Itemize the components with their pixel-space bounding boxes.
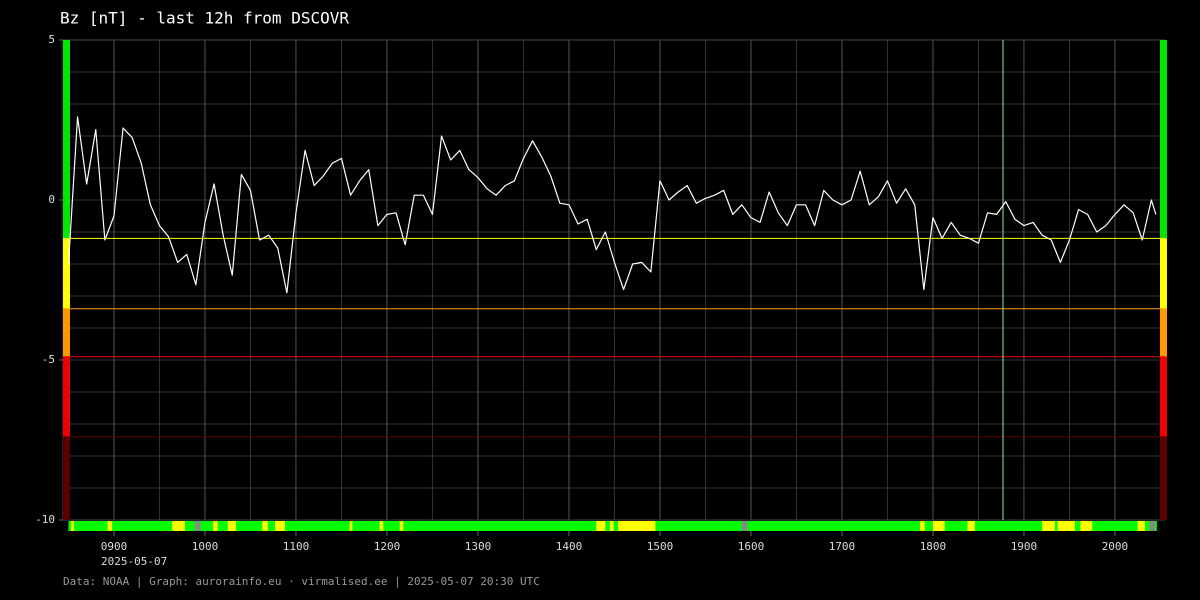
status-segment <box>275 521 286 531</box>
side-band <box>1160 436 1167 520</box>
x-tick-label: 0900 <box>101 540 128 553</box>
status-segment <box>1080 521 1093 531</box>
status-segment <box>213 521 218 531</box>
side-band <box>1160 40 1167 239</box>
x-tick-label: 2000 <box>1102 540 1129 553</box>
status-segment <box>71 521 74 531</box>
status-segment <box>1057 521 1075 531</box>
side-band <box>63 308 70 357</box>
x-tick-label: 1700 <box>829 540 856 553</box>
status-segment <box>379 521 384 531</box>
x-tick-label: 1600 <box>738 540 765 553</box>
status-segment <box>1149 521 1155 531</box>
side-band <box>63 356 70 437</box>
status-segment <box>399 521 404 531</box>
status-segment <box>1137 521 1145 531</box>
x-tick-label: 1800 <box>920 540 947 553</box>
x-tick-label: 1000 <box>192 540 219 553</box>
footer: Data: NOAA | Graph: aurorainfo.eu · virm… <box>63 575 540 588</box>
x-tick-label: 1500 <box>647 540 674 553</box>
status-segment <box>194 521 201 531</box>
side-band <box>1160 356 1167 437</box>
status-segment <box>967 521 975 531</box>
status-segment <box>227 521 236 531</box>
x-tick-label: 1900 <box>1011 540 1038 553</box>
status-segment <box>596 521 606 531</box>
y-tick-label: -5 <box>42 353 55 366</box>
status-segment <box>349 521 353 531</box>
status-segment <box>618 521 656 531</box>
side-band <box>63 238 70 309</box>
side-band <box>1160 308 1167 357</box>
status-segment <box>609 521 614 531</box>
x-tick-label: 1300 <box>465 540 492 553</box>
status-segment <box>172 521 185 531</box>
status-segment <box>741 521 748 531</box>
status-segment <box>920 521 925 531</box>
x-tick-label: 1200 <box>374 540 401 553</box>
status-segment <box>932 521 945 531</box>
status-segment <box>262 521 268 531</box>
y-tick-label: 5 <box>48 33 55 46</box>
side-band <box>63 436 70 520</box>
x-tick-label: 1100 <box>283 540 310 553</box>
y-tick-label: 0 <box>48 193 55 206</box>
side-band <box>1160 238 1167 309</box>
date-label: 2025-05-07 <box>101 555 167 568</box>
chart-title: Bz [nT] - last 12h from DSCOVR <box>60 9 349 28</box>
side-band <box>63 40 70 239</box>
y-tick-label: -10 <box>35 513 55 526</box>
x-tick-label: 1400 <box>556 540 583 553</box>
status-segment <box>107 521 113 531</box>
data-line <box>67 116 1157 294</box>
status-segment <box>1042 521 1055 531</box>
